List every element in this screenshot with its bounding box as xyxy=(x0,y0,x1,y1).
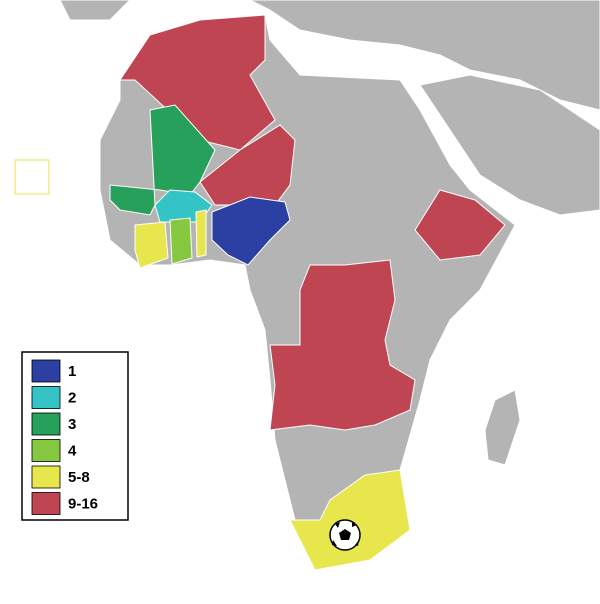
soccer-ball xyxy=(329,519,361,551)
cape-verde xyxy=(14,159,50,195)
ghana xyxy=(169,217,193,265)
legend-swatch xyxy=(31,465,61,489)
legend-label: 2 xyxy=(68,389,76,406)
central-africa xyxy=(269,259,416,431)
legend: 1 2 3 4 5-8 9-16 xyxy=(21,351,129,521)
legend-swatch xyxy=(31,386,61,409)
legend-label: 9-16 xyxy=(68,495,98,512)
ethiopia xyxy=(414,189,506,261)
ivory-coast xyxy=(134,221,169,269)
legend-label: 4 xyxy=(68,442,77,459)
legend-label: 1 xyxy=(68,363,76,380)
legend-swatch xyxy=(31,492,61,515)
legend-swatch xyxy=(31,412,61,436)
madagascar xyxy=(484,389,521,466)
legend-swatch xyxy=(31,439,61,462)
arabia xyxy=(419,74,600,216)
south-africa xyxy=(289,469,411,571)
nigeria xyxy=(211,196,291,266)
legend-label: 3 xyxy=(68,416,76,433)
legend-swatch xyxy=(31,359,61,383)
mali xyxy=(109,104,216,216)
benin-togo xyxy=(195,209,207,258)
europe xyxy=(59,0,600,111)
legend-label: 5-8 xyxy=(68,469,90,486)
niger xyxy=(199,124,296,206)
